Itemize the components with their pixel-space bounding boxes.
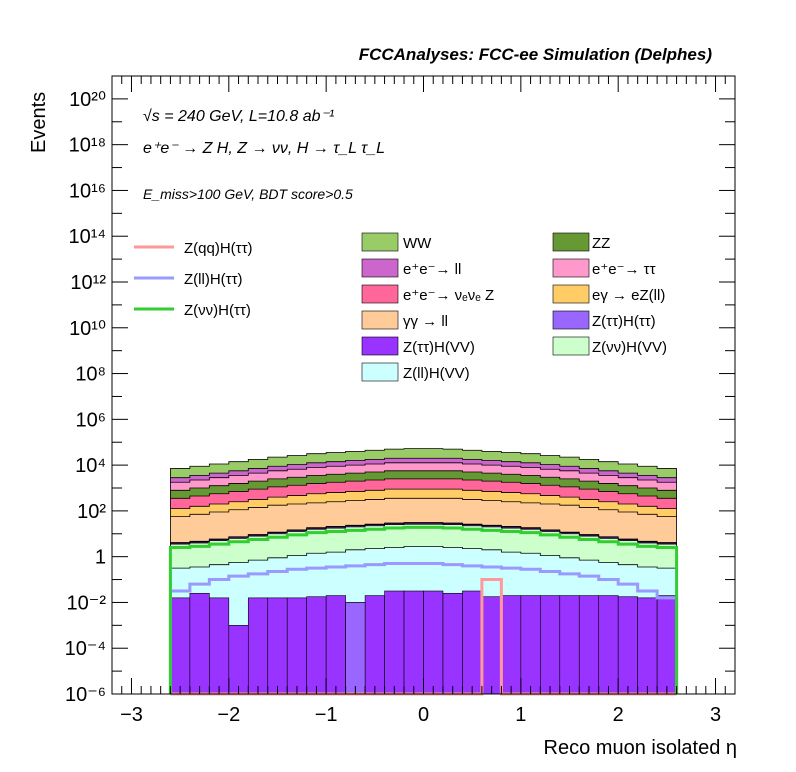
tick-labels: −3 −2 −1 0 1 2 3 10⁻⁶ 10⁻⁴ 10⁻² 1 10² 10⁴ 10⁶ 10⁸ 10¹⁰ 1… (65, 89, 722, 726)
bin-bar (540, 595, 561, 695)
x-tick-label: −2 (217, 704, 240, 726)
bin-bar (325, 595, 346, 695)
axes (111, 75, 736, 695)
annotation-cuts: E_miss>100 GeV, BDT score>0.5 (143, 186, 353, 202)
stacked-histogram (170, 448, 677, 695)
y-tick-label: 10⁻² (67, 592, 107, 614)
annotation-process: e⁺e⁻ → Z H, Z → νν, H → τ_L τ_L (143, 140, 385, 157)
legend-swatch (552, 258, 590, 278)
legend-swatch (552, 310, 590, 330)
bin-bar (481, 596, 502, 695)
y-tick-label: 10⁴ (75, 455, 106, 477)
bin-bar (559, 595, 580, 695)
bin-bar (170, 597, 191, 695)
x-tick-label: 0 (418, 704, 429, 726)
bin-bar (617, 596, 638, 695)
legend-label: e⁺e⁻→ ττ (592, 261, 656, 278)
x-tick-label: 2 (613, 704, 624, 726)
y-tick-label: 10⁶ (76, 409, 106, 431)
bin-bar (520, 595, 541, 695)
x-tick-label: 1 (515, 704, 526, 726)
y-tick-label: 10¹² (70, 272, 106, 294)
legend-swatch (361, 362, 399, 382)
legend-label: ZZ (592, 235, 610, 252)
signal-line-z-ll-h- (168, 562, 679, 694)
legend-swatch (361, 284, 399, 304)
bin-bar (228, 625, 249, 695)
legend-label: e⁺e⁻→ νₑνₑ Z (403, 287, 494, 304)
y-tick-label: 10¹⁸ (69, 135, 106, 157)
legend-swatch (361, 232, 399, 252)
bin-bar (637, 597, 658, 695)
bin-bar (364, 595, 385, 695)
legend-label: Z(ττ)H(VV) (403, 339, 475, 356)
legend-label: Z(ll)H(ττ) (184, 271, 243, 288)
legend-swatch (361, 258, 399, 278)
bin-bar (286, 597, 307, 695)
y-tick-label: 10⁻⁴ (65, 638, 106, 660)
bin-bar (656, 595, 677, 695)
y-tick-label: 10⁻⁶ (65, 684, 106, 706)
y-tick-label: 10⁸ (75, 364, 106, 386)
legend-label: Z(νν)H(VV) (592, 339, 667, 356)
y-tick-label: 10¹⁰ (69, 318, 106, 340)
legend-swatch (552, 284, 590, 304)
bin-bar (247, 597, 269, 695)
legend-label: γγ → ll (403, 313, 448, 330)
legend-swatch (361, 336, 399, 356)
x-tick-label: −3 (120, 704, 143, 726)
legend-label: Z(ττ)H(ττ) (592, 313, 656, 330)
bin-bar (501, 595, 522, 695)
bin-bar (462, 590, 483, 695)
bin-bar (598, 595, 619, 695)
legend-swatch (552, 336, 590, 356)
legend-swatch (552, 232, 590, 252)
x-tick-label: −1 (315, 704, 338, 726)
chart-title: FCCAnalyses: FCC-ee Simulation (Delphes) (359, 45, 713, 64)
bin-bar (306, 596, 327, 695)
legend-swatch (361, 310, 399, 330)
bin-bar (423, 590, 444, 695)
bin-bar (209, 597, 230, 695)
bin-bar (578, 595, 600, 695)
legend-label: Z(qq)H(ττ) (184, 240, 253, 257)
legend-label: WW (403, 235, 432, 252)
x-tick-label: 3 (710, 704, 721, 726)
y-axis-label: Events (28, 92, 50, 153)
y-tick-label: 10² (77, 501, 106, 523)
bin-bar (403, 590, 424, 695)
y-tick-label: 10¹⁴ (69, 226, 107, 248)
y-tick-label: 10²⁰ (69, 89, 106, 111)
y-tick-label: 10¹⁶ (69, 180, 106, 202)
signal-line-z-h- (168, 525, 679, 694)
legend: Z(qq)H(ττ) Z(ll)H(ττ) Z(νν)H(ττ) WW e⁺e⁻→ ll… (134, 232, 667, 382)
bin-bar (345, 602, 366, 695)
bin-bar (384, 590, 405, 695)
bin-bar (442, 592, 463, 695)
bin-bar (189, 592, 210, 695)
legend-label: Z(νν)H(ττ) (184, 302, 251, 319)
x-axis-label: Reco muon isolated η (544, 737, 737, 759)
annotations: √s = 240 GeV, L=10.8 ab⁻¹ e⁺e⁻ → Z H, Z … (143, 108, 385, 202)
y-tick-label: 1 (95, 547, 106, 569)
bin-bar (267, 597, 288, 695)
legend-label: e⁺e⁻→ ll (403, 261, 461, 278)
legend-label: eγ → eZ(ll) (592, 287, 665, 304)
legend-label: Z(ll)H(VV) (403, 365, 470, 382)
annotation-energy: √s = 240 GeV, L=10.8 ab⁻¹ (143, 108, 334, 125)
